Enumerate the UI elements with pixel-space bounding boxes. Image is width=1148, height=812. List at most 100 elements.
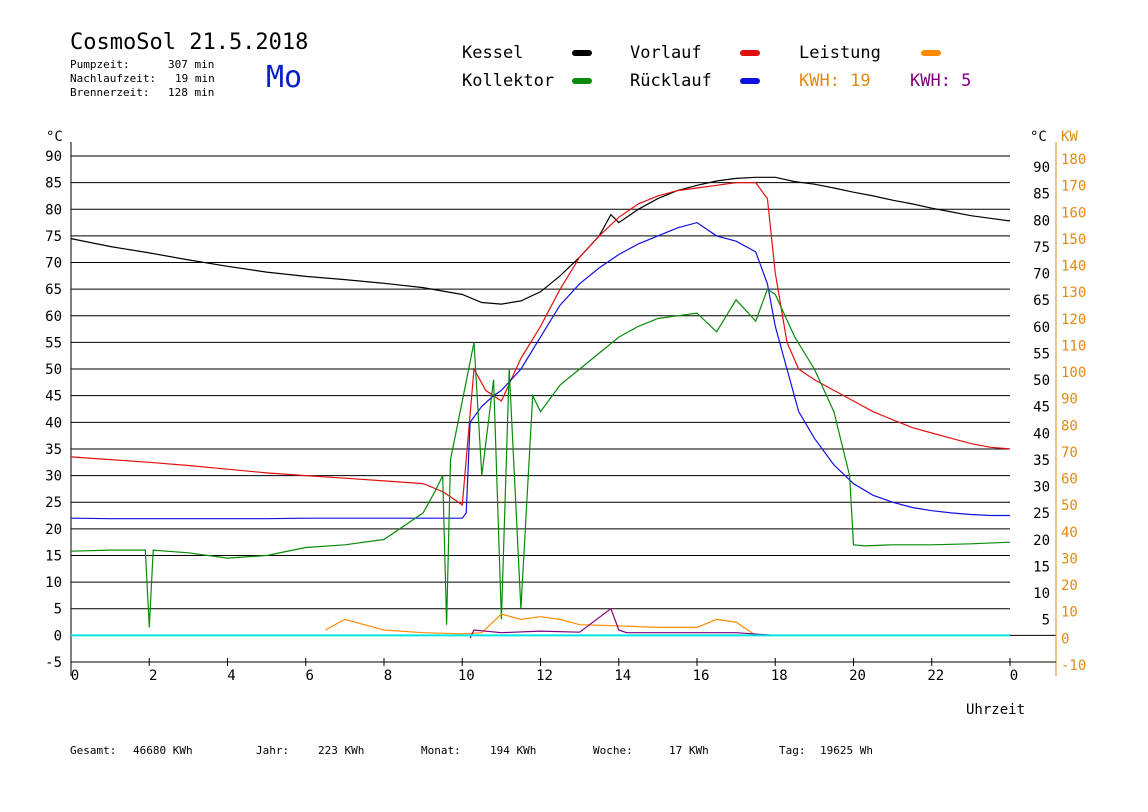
y-tick-label-right: 5 bbox=[1042, 613, 1050, 629]
y-tick-label-left: 55 bbox=[45, 335, 62, 351]
y-tick-label-left: -5 bbox=[45, 655, 62, 671]
y-tick-label-kw: 0 bbox=[1061, 631, 1069, 647]
y-tick-label-right: 30 bbox=[1033, 480, 1050, 496]
footer-woche-value: 17 KWh bbox=[669, 744, 709, 757]
y-tick-label-right: 60 bbox=[1033, 320, 1050, 336]
y-tick-label-right: 25 bbox=[1033, 506, 1050, 522]
y-tick-label-left: 85 bbox=[45, 176, 62, 192]
y-tick-label-kw: 70 bbox=[1061, 445, 1078, 461]
y-tick-label-right: 80 bbox=[1033, 213, 1050, 229]
y-unit-kw: KW bbox=[1061, 129, 1078, 145]
y-tick-label-kw: 160 bbox=[1061, 205, 1086, 221]
legend-kessel-label: Kessel bbox=[462, 43, 524, 63]
footer-jahr-label: Jahr: bbox=[256, 744, 290, 757]
x-tick-label: 22 bbox=[927, 668, 944, 684]
legend-kessel-swatch bbox=[572, 50, 592, 56]
y-tick-label-kw: 180 bbox=[1061, 152, 1086, 168]
y-tick-label-left: 70 bbox=[45, 256, 62, 272]
y-tick-label-left: 75 bbox=[45, 229, 62, 245]
y-tick-label-right: 35 bbox=[1033, 453, 1050, 469]
y-tick-label-kw: 60 bbox=[1061, 472, 1078, 488]
footer-woche-label: Woche: bbox=[593, 744, 633, 757]
stat-nachlaufzeit-value: 19 min bbox=[175, 72, 215, 85]
y-tick-label-right: 10 bbox=[1033, 586, 1050, 602]
legend-kwh-19: KWH: 19 bbox=[799, 71, 871, 91]
series-line-leistung bbox=[325, 613, 1010, 637]
legend-kollektor-label: Kollektor bbox=[462, 71, 555, 91]
y-tick-label-right: 20 bbox=[1033, 533, 1050, 549]
y-tick-label-right: 65 bbox=[1033, 293, 1050, 309]
x-tick-label: 18 bbox=[771, 668, 788, 684]
y-tick-label-kw: 150 bbox=[1061, 232, 1086, 248]
x-tick-label: 2 bbox=[149, 668, 157, 684]
y-tick-label-right: 85 bbox=[1033, 187, 1050, 203]
stat-brennerzeit-label: Brennerzeit: bbox=[70, 86, 150, 99]
footer-gesamt-value: 46680 KWh bbox=[133, 744, 193, 757]
y-tick-label-kw: -10 bbox=[1061, 658, 1086, 674]
series-line-kwh-5 bbox=[469, 607, 1010, 639]
y-tick-label-kw: 130 bbox=[1061, 285, 1086, 301]
y-tick-label-left: 80 bbox=[45, 202, 62, 218]
weekday-label: Mo bbox=[266, 60, 303, 95]
y-tick-label-right: 55 bbox=[1033, 346, 1050, 362]
y-tick-label-left: 15 bbox=[45, 548, 62, 564]
y-tick-label-kw: 120 bbox=[1061, 312, 1086, 328]
y-tick-label-left: 30 bbox=[45, 469, 62, 485]
y-tick-label-kw: 110 bbox=[1061, 338, 1086, 354]
y-tick-label-left: 5 bbox=[54, 602, 62, 618]
legend-ruecklauf-label: Rücklauf bbox=[630, 71, 712, 91]
x-tick-label: 14 bbox=[614, 668, 631, 684]
y-tick-label-left: 20 bbox=[45, 522, 62, 538]
legend-vorlauf-swatch bbox=[740, 50, 760, 56]
stat-pumpzeit-value: 307 min bbox=[168, 58, 215, 71]
y-tick-label-left: 65 bbox=[45, 282, 62, 298]
footer-jahr-value: 223 KWh bbox=[318, 744, 365, 757]
x-tick-label: 6 bbox=[306, 668, 314, 684]
y-tick-label-left: 10 bbox=[45, 575, 62, 591]
stat-pumpzeit-label: Pumpzeit: bbox=[70, 58, 130, 71]
footer-monat-value: 194 KWh bbox=[490, 744, 537, 757]
y-tick-label-kw: 50 bbox=[1061, 498, 1078, 514]
y-tick-label-right: 50 bbox=[1033, 373, 1050, 389]
y-unit-right: °C bbox=[1030, 129, 1047, 145]
stat-brennerzeit-value: 128 min bbox=[168, 86, 215, 99]
y-tick-label-right: 70 bbox=[1033, 267, 1050, 283]
series-line-kollektor bbox=[70, 288, 1011, 628]
y-tick-label-left: 35 bbox=[45, 442, 62, 458]
y-tick-label-right: 45 bbox=[1033, 400, 1050, 416]
x-tick-label: 0 bbox=[1010, 668, 1018, 684]
legend-leistung-label: Leistung bbox=[799, 43, 881, 63]
x-axis-label: Uhrzeit bbox=[966, 702, 1025, 718]
y-tick-label-right: 15 bbox=[1033, 559, 1050, 575]
x-tick-label: 10 bbox=[458, 668, 475, 684]
y-tick-label-right: 75 bbox=[1033, 240, 1050, 256]
y-unit-left: °C bbox=[46, 129, 63, 145]
y-tick-label-left: 50 bbox=[45, 362, 62, 378]
y-tick-label-kw: 10 bbox=[1061, 605, 1078, 621]
legend-kollektor-swatch bbox=[572, 78, 592, 84]
y-tick-label-kw: 20 bbox=[1061, 578, 1078, 594]
footer-tag-label: Tag: bbox=[779, 744, 806, 757]
footer-tag-value: 19625 Wh bbox=[820, 744, 873, 757]
legend-vorlauf-label: Vorlauf bbox=[630, 43, 702, 63]
x-tick-label: 4 bbox=[227, 668, 235, 684]
y-tick-label-kw: 140 bbox=[1061, 259, 1086, 275]
footer-gesamt-label: Gesamt: bbox=[70, 744, 117, 757]
footer-monat-label: Monat: bbox=[421, 744, 461, 757]
y-tick-label-left: 40 bbox=[45, 415, 62, 431]
y-tick-label-kw: 30 bbox=[1061, 551, 1078, 567]
x-tick-label: 20 bbox=[849, 668, 866, 684]
y-tick-label-left: 0 bbox=[54, 628, 62, 644]
legend-kwh-5: KWH: 5 bbox=[910, 71, 972, 91]
y-tick-label-left: 45 bbox=[45, 389, 62, 405]
legend-ruecklauf-swatch bbox=[740, 78, 760, 84]
legend-leistung-swatch bbox=[921, 50, 941, 56]
y-tick-label-right: 40 bbox=[1033, 426, 1050, 442]
y-tick-label-kw: 170 bbox=[1061, 179, 1086, 195]
y-tick-label-kw: 100 bbox=[1061, 365, 1086, 381]
y-tick-label-right: 90 bbox=[1033, 160, 1050, 176]
y-tick-label-left: 60 bbox=[45, 309, 62, 325]
y-tick-label-left: 90 bbox=[45, 149, 62, 165]
x-tick-label: 16 bbox=[693, 668, 710, 684]
